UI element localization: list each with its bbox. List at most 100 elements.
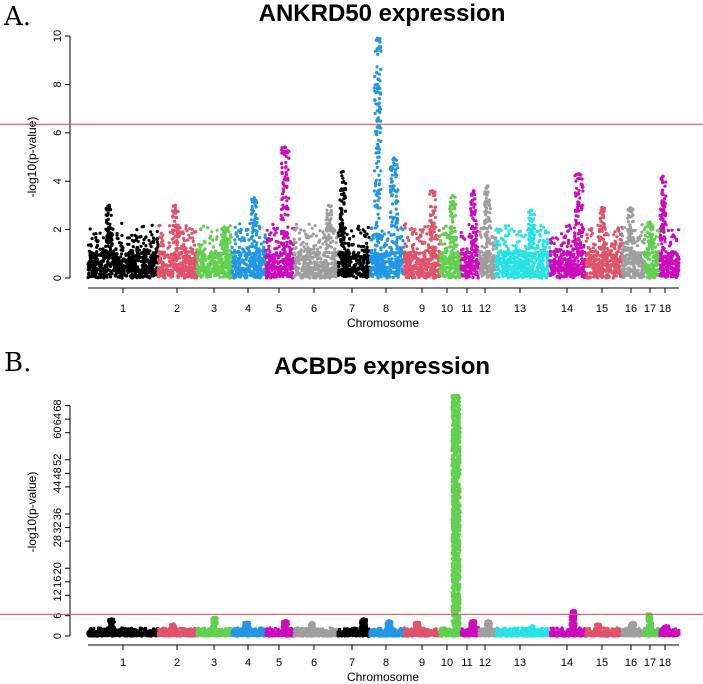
data-point xyxy=(252,251,257,256)
data-point xyxy=(96,267,100,272)
data-point xyxy=(441,263,445,267)
data-point xyxy=(342,238,346,242)
data-point xyxy=(377,159,381,163)
data-point xyxy=(431,247,435,251)
data-point xyxy=(90,236,94,241)
data-point xyxy=(104,269,109,273)
data-point xyxy=(328,218,332,222)
data-point xyxy=(502,242,507,246)
data-point xyxy=(522,250,526,255)
data-point xyxy=(162,253,166,257)
data-point xyxy=(152,271,156,275)
data-point xyxy=(182,243,186,247)
data-point xyxy=(175,269,180,274)
data-point xyxy=(272,226,276,230)
data-point xyxy=(448,245,452,249)
data-point xyxy=(87,271,91,275)
y-tick-label: 10 xyxy=(52,30,64,42)
data-point xyxy=(169,252,174,257)
x-tick-label: 9 xyxy=(419,303,425,315)
data-point xyxy=(264,276,269,280)
data-point xyxy=(152,256,156,261)
data-point xyxy=(112,263,116,267)
data-point xyxy=(512,229,516,233)
data-point xyxy=(348,237,352,241)
data-point xyxy=(373,83,377,87)
data-point xyxy=(376,77,380,81)
data-point xyxy=(109,271,113,275)
data-point xyxy=(150,223,154,227)
data-point xyxy=(532,236,536,240)
y-tick-label: 6 xyxy=(52,130,64,136)
data-point xyxy=(170,209,175,213)
data-point xyxy=(270,274,274,278)
data-point xyxy=(201,224,206,228)
data-point xyxy=(285,204,289,208)
data-point xyxy=(96,239,100,243)
data-point xyxy=(356,253,360,257)
data-point xyxy=(299,228,303,232)
data-point xyxy=(340,261,344,265)
data-point xyxy=(469,226,473,230)
data-point xyxy=(451,247,455,251)
data-point xyxy=(247,249,251,254)
data-point xyxy=(393,251,397,256)
data-point xyxy=(373,49,377,53)
data-point xyxy=(338,222,342,226)
data-point xyxy=(519,261,523,265)
data-point xyxy=(532,227,537,231)
data-point xyxy=(204,271,208,276)
data-point xyxy=(373,89,377,93)
data-point xyxy=(234,242,238,246)
data-point xyxy=(438,257,443,261)
data-point xyxy=(425,232,429,236)
data-point xyxy=(461,247,465,251)
data-point xyxy=(213,252,217,256)
data-point xyxy=(130,269,134,273)
data-point xyxy=(149,255,153,259)
data-point xyxy=(323,273,327,277)
data-point xyxy=(360,262,364,266)
data-point xyxy=(242,270,247,274)
data-point xyxy=(257,265,261,269)
data-point xyxy=(273,265,277,269)
data-point xyxy=(318,274,322,278)
data-point xyxy=(491,242,495,246)
data-point xyxy=(231,264,235,269)
data-point xyxy=(478,230,482,234)
data-point xyxy=(238,245,242,249)
data-point xyxy=(98,231,102,235)
data-point xyxy=(545,256,549,261)
data-point xyxy=(431,209,435,213)
data-point xyxy=(104,264,109,269)
data-point xyxy=(254,229,258,233)
data-point xyxy=(187,256,191,260)
data-point xyxy=(377,108,381,112)
data-point xyxy=(440,242,444,246)
data-point xyxy=(411,249,415,254)
data-point xyxy=(379,169,383,173)
x-tick-label: 17 xyxy=(644,303,656,315)
data-point xyxy=(131,245,135,249)
data-point xyxy=(394,200,398,204)
data-point xyxy=(289,241,293,245)
x-tick-label: 16 xyxy=(625,303,637,315)
data-point xyxy=(406,235,410,240)
data-point xyxy=(440,260,444,264)
data-point xyxy=(531,230,535,234)
data-point xyxy=(95,244,100,248)
data-point xyxy=(343,226,348,230)
data-point xyxy=(106,213,110,217)
data-point xyxy=(149,245,153,249)
data-point xyxy=(325,245,329,250)
data-point xyxy=(197,242,201,247)
data-point xyxy=(225,250,229,254)
data-point xyxy=(376,264,380,268)
data-point xyxy=(203,240,207,244)
data-point xyxy=(139,244,143,248)
data-point xyxy=(126,270,130,275)
data-point xyxy=(237,257,241,262)
data-point xyxy=(530,218,534,222)
data-point xyxy=(511,244,515,248)
data-point xyxy=(212,260,216,264)
